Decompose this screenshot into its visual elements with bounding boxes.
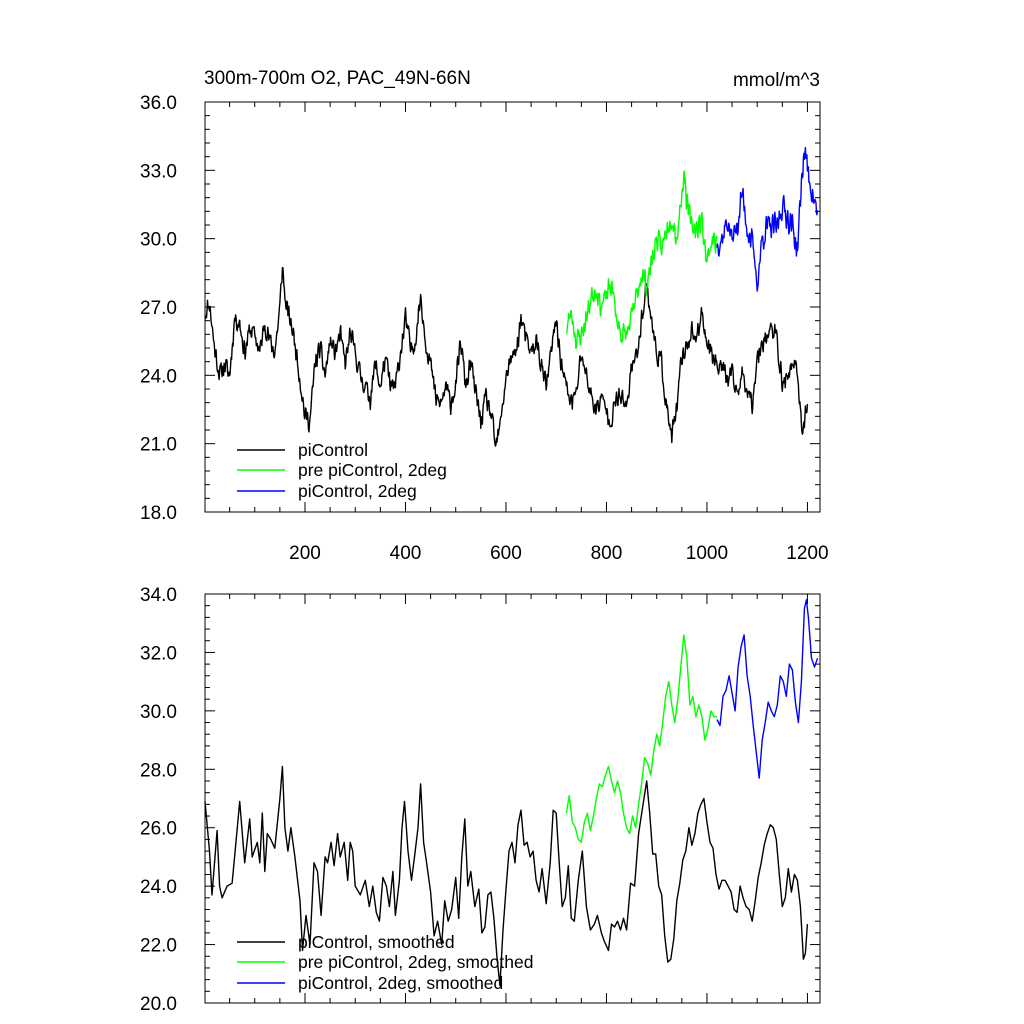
legend-label-piControl-smoothed: piControl, smoothed: [298, 932, 455, 952]
x-tick-label: 1200: [786, 543, 828, 564]
legend-label-piControl-2deg-smoothed: piControl, 2deg, smoothed: [298, 973, 503, 993]
top-legend: piControl pre piControl, 2deg piControl,…: [237, 440, 447, 501]
y-tick-label: 34.0: [140, 585, 177, 606]
y-tick-label: 28.0: [140, 760, 177, 781]
y-tick-label: 30.0: [140, 702, 177, 723]
top-panel: 300m-700m O2, PAC_49N-66N mmol/m^3 200 40…: [140, 68, 829, 564]
series-line-picontrol: [204, 267, 809, 447]
x-tick-label: 600: [490, 543, 522, 564]
series-line-picontrol-smoothed: [204, 765, 809, 987]
y-tick-label: 24.0: [140, 366, 177, 387]
y-tick-label: 33.0: [140, 161, 177, 182]
top-series-layer: [204, 146, 819, 447]
y-tick-label: 27.0: [140, 298, 177, 319]
y-tick-label: 20.0: [140, 994, 177, 1015]
legend-label-piControl: piControl: [298, 440, 368, 460]
legend-label-pre-piControl-2deg: pre piControl, 2deg: [298, 460, 447, 480]
legend-label-piControl-2deg: piControl, 2deg: [298, 481, 417, 501]
bottom-legend: piControl, smoothed pre piControl, 2deg,…: [237, 932, 533, 993]
plot-frame: [204, 593, 821, 1004]
y-tick-label: 26.0: [140, 819, 177, 840]
top-axis-layer: 200 400 600 800 1000 1200 18.0 21.0 24.0 27.0 30.0…: [140, 93, 829, 564]
series-line-pre-picontrol-2deg: [565, 170, 718, 349]
legend-label-pre-piControl-2deg-smoothed: pre piControl, 2deg, smoothed: [298, 952, 533, 972]
y-tick-label: 22.0: [140, 936, 177, 957]
y-tick-label: 24.0: [140, 877, 177, 898]
y-tick-label: 32.0: [140, 643, 177, 664]
series-line-pre-picontrol-2deg-smoothed: [565, 634, 717, 843]
x-tick-label: 200: [289, 543, 321, 564]
bottom-panel: 20.0 22.0 24.0 26.0 28.0 30.0 32.0 34.0 piContr…: [140, 585, 821, 1015]
y-tick-label: 18.0: [140, 503, 177, 524]
bottom-series-layer: [204, 599, 819, 987]
x-tick-label: 1000: [686, 543, 728, 564]
x-tick-label: 400: [390, 543, 422, 564]
top-panel-units: mmol/m^3: [733, 70, 820, 91]
x-tick-label: 800: [591, 543, 623, 564]
top-panel-title: 300m-700m O2, PAC_49N-66N: [204, 68, 471, 89]
series-line-picontrol-2deg: [716, 146, 819, 292]
bottom-axis-layer: 20.0 22.0 24.0 26.0 28.0 30.0 32.0 34.0: [140, 585, 821, 1015]
y-tick-label: 36.0: [140, 93, 177, 114]
y-tick-label: 21.0: [140, 435, 177, 456]
series-line-picontrol-2deg-smoothed: [716, 599, 819, 779]
y-tick-label: 30.0: [140, 230, 177, 251]
